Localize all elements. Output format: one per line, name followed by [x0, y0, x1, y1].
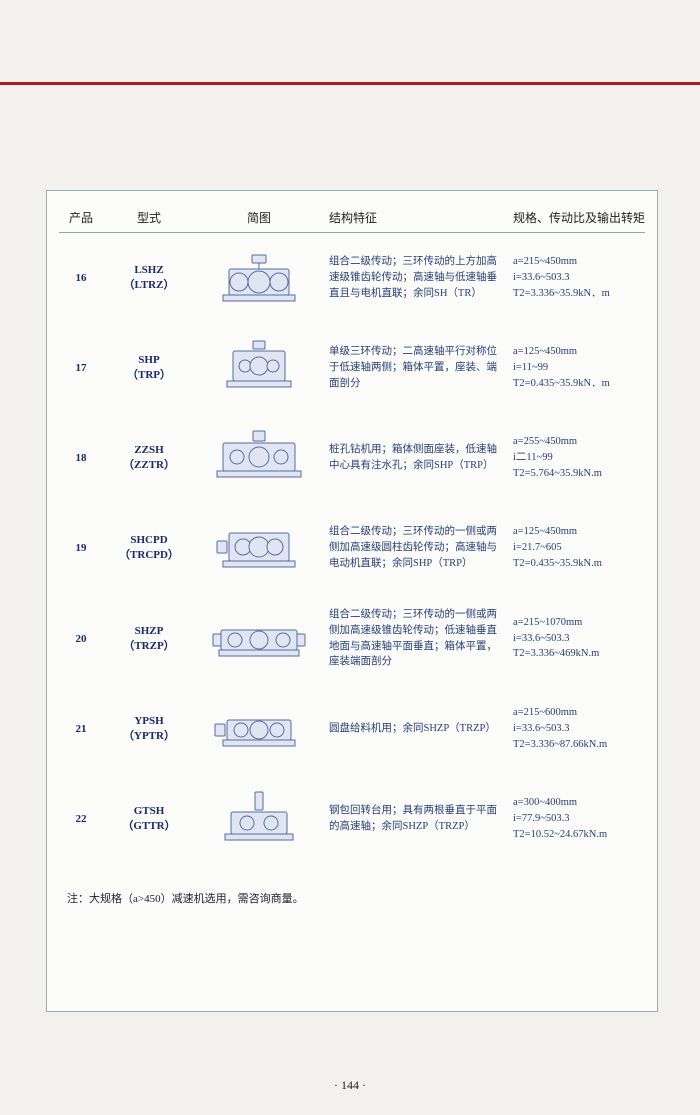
- table-row: 19 SHCPD （TRCPD） 组合二级传动；三环传动的一侧或两侧加高速级圆柱…: [59, 503, 645, 593]
- table-row: 20 SHZP （TRZP） 组合二级传动；三环传动的一侧或两侧加高速级锥齿轮传…: [59, 593, 645, 684]
- cell-spec: a=125~450mm i=11~99 T2=0.435~35.9kN．m: [503, 344, 645, 391]
- cell-spec: a=215~1070mm i=33.6~503.3 T2=3.336~469kN…: [503, 615, 645, 662]
- cell-desc: 组合二级传动；三环传动的一侧或两侧加高速级锥齿轮传动；低速轴垂直地面与高速轴平面…: [323, 607, 503, 670]
- cell-figure: [195, 517, 323, 579]
- cell-spec: a=215~600mm i=33.6~503.3 T2=3.336~87.66k…: [503, 705, 645, 752]
- header-model: 型式: [103, 209, 195, 226]
- header-spec: 规格、传动比及输出转矩: [503, 209, 645, 226]
- cell-model: SHP （TRP）: [103, 353, 195, 383]
- top-red-bar: [0, 82, 700, 85]
- cell-product-num: 22: [59, 813, 103, 825]
- cell-desc: 单级三环传动；二高速轴平行对称位于低速轴两侧；箱体平置，座装、端面剖分: [323, 344, 503, 391]
- table-header-row: 产品 型式 简图 结构特征 规格、传动比及输出转矩: [59, 203, 645, 233]
- cell-spec: a=215~450mm i=33.6~503.3 T2=3.336~35.9kN…: [503, 254, 645, 301]
- table-row: 21 YPSH （YPTR） 圆盘给料机用；余同SHZP（TRZP） a=215…: [59, 684, 645, 774]
- table-row: 16 LSHZ （LTRZ） 组合二级传动；三环传动的上方加高速级锥齿轮传动；高…: [59, 233, 645, 323]
- cell-figure: [195, 247, 323, 309]
- cell-desc: 圆盘给料机用；余同SHZP（TRZP）: [323, 721, 503, 737]
- table-row: 17 SHP （TRP） 单级三环传动；二高速轴平行对称位于低速轴两侧；箱体平置…: [59, 323, 645, 413]
- cell-product-num: 16: [59, 272, 103, 284]
- cell-figure: [195, 337, 323, 399]
- cell-product-num: 18: [59, 452, 103, 464]
- cell-figure: [195, 698, 323, 760]
- cell-product-num: 19: [59, 542, 103, 554]
- cell-spec: a=255~450mm i二11~99 T2=5.764~35.9kN.m: [503, 434, 645, 481]
- cell-model: ZZSH （ZZTR）: [103, 443, 195, 473]
- cell-figure: [195, 788, 323, 850]
- cell-desc: 组合二级传动；三环传动的上方加高速级锥齿轮传动；高速轴与低速轴垂直且与电机直联；…: [323, 254, 503, 301]
- cell-model: SHZP （TRZP）: [103, 624, 195, 654]
- cell-product-num: 20: [59, 633, 103, 645]
- table-row: 18 ZZSH （ZZTR） 桩孔钻机用；箱体侧面座装，低速轴中心具有注水孔；余…: [59, 413, 645, 503]
- cell-figure: [195, 608, 323, 670]
- header-figure: 简图: [195, 209, 323, 226]
- page-number: · 144 ·: [0, 1078, 700, 1093]
- cell-product-num: 17: [59, 362, 103, 374]
- cell-model: SHCPD （TRCPD）: [103, 533, 195, 563]
- table-row: 22 GTSH （GTTR） 钢包回转台用；具有两根垂直于平面的高速轴；余同SH…: [59, 774, 645, 864]
- cell-desc: 桩孔钻机用；箱体侧面座装，低速轴中心具有注水孔；余同SHP（TRP）: [323, 442, 503, 474]
- cell-desc: 钢包回转台用；具有两根垂直于平面的高速轴；余同SHZP（TRZP）: [323, 803, 503, 835]
- cell-spec: a=125~450mm i=21.7~605 T2=0.435~35.9kN.m: [503, 524, 645, 571]
- footnote: 注：大规格（a>450）减速机选用，需咨询商量。: [59, 864, 645, 918]
- cell-model: GTSH （GTTR）: [103, 804, 195, 834]
- cell-spec: a=300~400mm i=77.9~503.3 T2=10.52~24.67k…: [503, 795, 645, 842]
- cell-model: LSHZ （LTRZ）: [103, 263, 195, 293]
- cell-model: YPSH （YPTR）: [103, 714, 195, 744]
- header-desc: 结构特征: [323, 209, 503, 226]
- cell-desc: 组合二级传动；三环传动的一侧或两侧加高速级圆柱齿轮传动；高速轴与电动机直联；余同…: [323, 524, 503, 571]
- cell-product-num: 21: [59, 723, 103, 735]
- cell-figure: [195, 427, 323, 489]
- table-body: 16 LSHZ （LTRZ） 组合二级传动；三环传动的上方加高速级锥齿轮传动；高…: [59, 233, 645, 864]
- page-frame: 产品 型式 简图 结构特征 规格、传动比及输出转矩 16 LSHZ （LTRZ）…: [46, 190, 658, 1012]
- header-product: 产品: [59, 209, 103, 226]
